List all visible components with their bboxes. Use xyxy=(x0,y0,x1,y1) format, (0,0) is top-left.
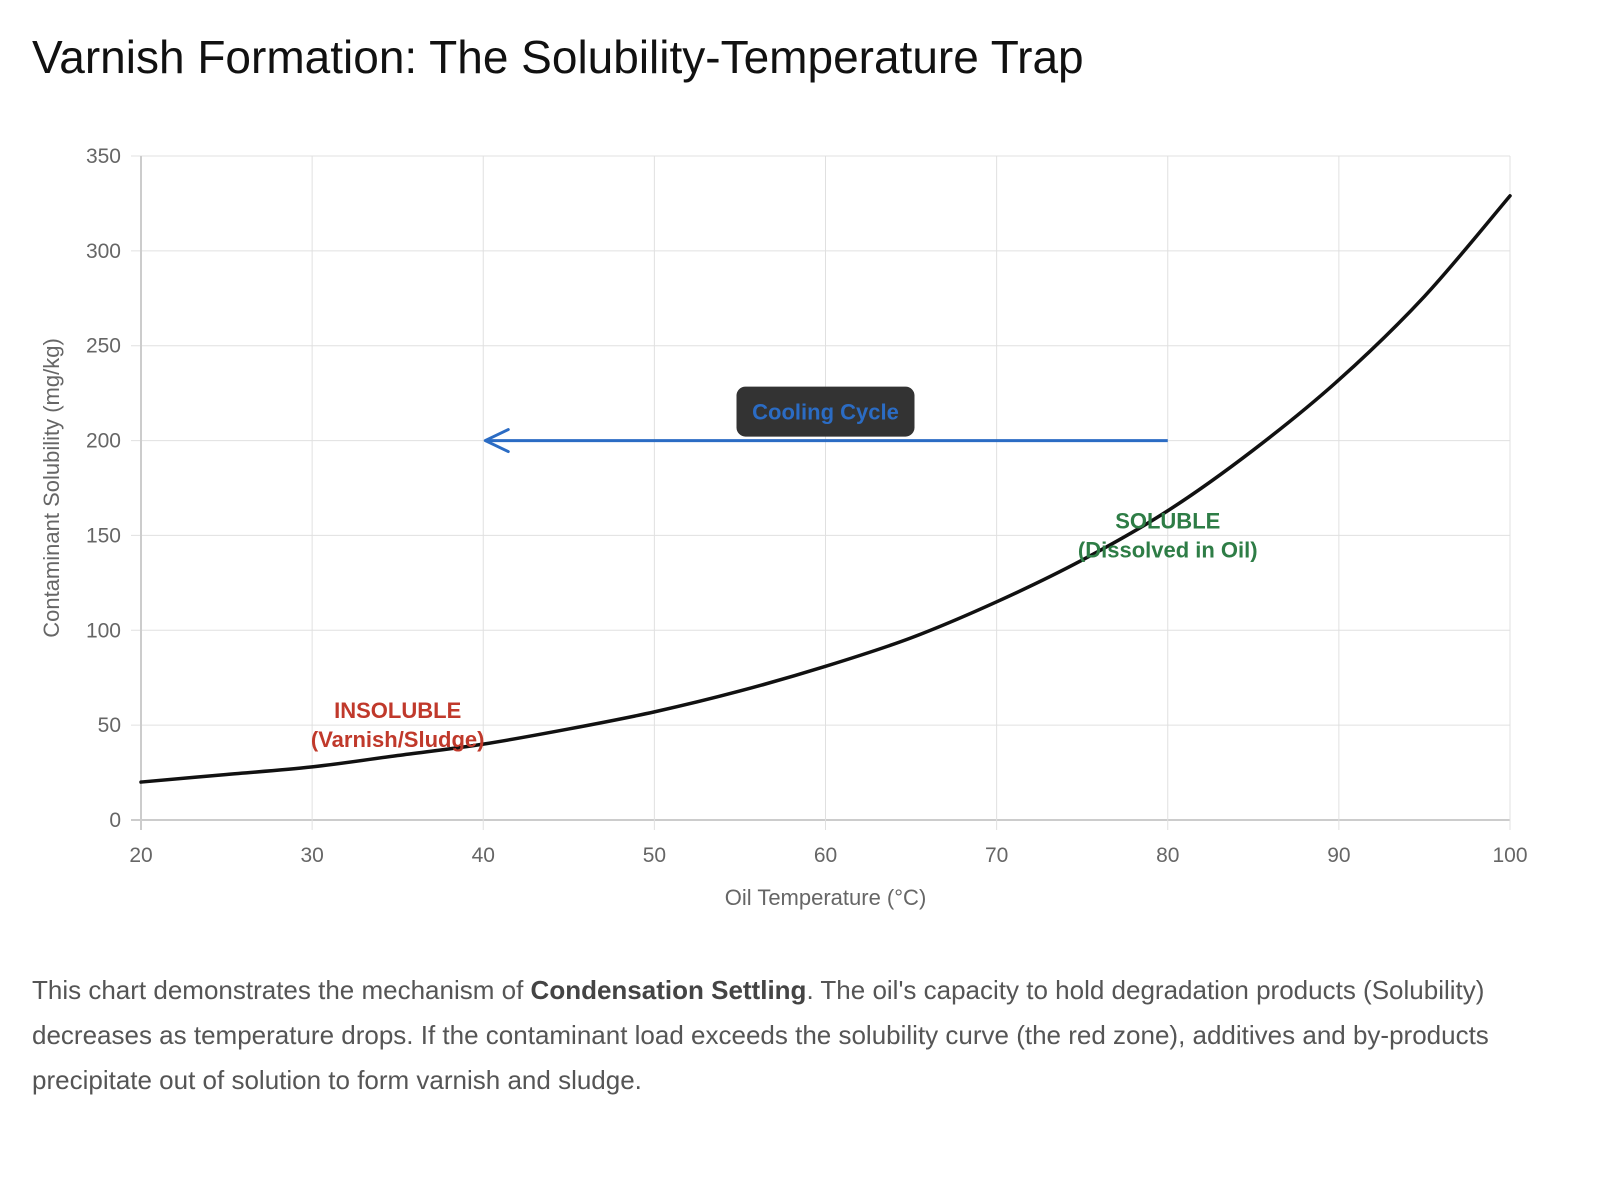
x-tick-label: 30 xyxy=(300,844,323,867)
x-tick-label: 90 xyxy=(1327,844,1350,867)
solubility-curve xyxy=(139,194,1512,784)
description-highlight: Condensation Settling xyxy=(530,975,807,1005)
y-tick-labels: 0 50 100 150 200 250 300 350 xyxy=(86,145,121,832)
y-tick-label: 250 xyxy=(86,335,121,358)
cooling-cycle-label-bg xyxy=(736,386,915,437)
x-tick-label: 50 xyxy=(643,844,666,867)
page-title: Varnish Formation: The Solubility-Temper… xyxy=(32,31,1084,83)
arrow-head-icon xyxy=(483,428,510,454)
cooling-cycle-arrow: Cooling Cycle xyxy=(483,386,1168,454)
x-tick-labels: 20 30 40 50 60 70 80 90 100 xyxy=(129,844,1527,867)
x-tick-label: 20 xyxy=(129,844,152,867)
cooling-cycle-label: Cooling Cycle xyxy=(752,400,899,425)
x-tick-label: 40 xyxy=(472,844,495,867)
soluble-annotation: SOLUBLE (Dissolved in Oil) xyxy=(1078,508,1258,562)
y-axis-label: Contaminant Solubility (mg/kg) xyxy=(39,338,64,638)
description-body: . The oil's capacity to hold degradation… xyxy=(32,975,1489,1095)
y-tick-label: 50 xyxy=(98,714,121,737)
x-tick-label: 100 xyxy=(1492,844,1527,867)
y-tick-label: 300 xyxy=(86,240,121,263)
y-tick-label: 150 xyxy=(86,524,121,547)
y-tick-label: 350 xyxy=(86,145,121,168)
insoluble-sublabel: (Varnish/Sludge) xyxy=(311,727,485,752)
soluble-sublabel: (Dissolved in Oil) xyxy=(1078,537,1258,562)
insoluble-annotation: INSOLUBLE (Varnish/Sludge) xyxy=(311,698,485,752)
x-tick-label: 60 xyxy=(814,844,837,867)
y-tick-label: 200 xyxy=(86,430,121,453)
y-tick-label: 100 xyxy=(86,619,121,642)
description-intro: This chart demonstrates the mechanism of xyxy=(32,975,531,1005)
y-tick-label: 0 xyxy=(109,809,121,832)
insoluble-label: INSOLUBLE xyxy=(334,698,461,723)
solubility-chart: 0 50 100 150 200 250 300 350 20 30 40 50 60 70 80 90 10… xyxy=(39,145,1528,910)
chart-description: This chart demonstrates the mechanism of… xyxy=(32,968,1532,1103)
x-tick-label: 80 xyxy=(1156,844,1179,867)
x-tick-label: 70 xyxy=(985,844,1008,867)
soluble-label: SOLUBLE xyxy=(1115,508,1220,533)
x-axis-label: Oil Temperature (°C) xyxy=(725,885,927,910)
